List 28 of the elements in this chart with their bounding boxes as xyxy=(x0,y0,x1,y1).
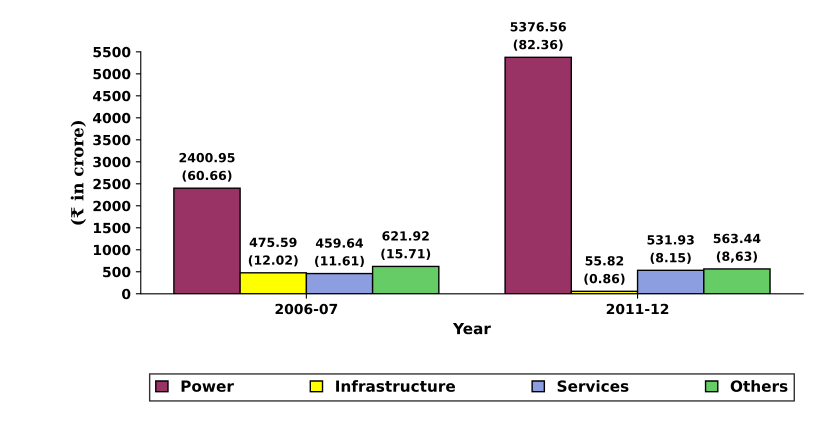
y-tick-label: 2000 xyxy=(93,200,130,212)
y-tick-label: 500 xyxy=(103,266,130,278)
data-label: 55.82 (0.86) xyxy=(584,256,624,285)
data-label: 459.64 (11.61) xyxy=(315,238,364,268)
y-tick-label: 5500 xyxy=(93,46,130,58)
y-tick-label: 5000 xyxy=(93,68,130,80)
data-label: 2400.95 (60.66) xyxy=(180,152,235,182)
y-tick-label: 4500 xyxy=(93,90,130,102)
y-tick-label: 3000 xyxy=(93,156,130,168)
y-tick-label: 3500 xyxy=(93,134,130,146)
data-label: 531.93 (8.15) xyxy=(648,235,694,264)
y-tick-label: 4000 xyxy=(93,112,130,124)
y-tick-label: 1000 xyxy=(94,244,130,256)
legend-label: Infrastructure xyxy=(336,380,455,392)
y-axis-title: (₹ in crore) xyxy=(70,120,86,225)
y-tick-label: 0 xyxy=(122,288,130,300)
legend-label: Power xyxy=(182,380,234,392)
x-axis-title: Year xyxy=(452,322,491,334)
data-label: 621.92 (15.71) xyxy=(381,231,430,260)
legend-label: Others xyxy=(730,380,788,392)
data-label: 5376.56 (82.36) xyxy=(510,22,566,51)
data-label: 563.44 (8,63) xyxy=(714,234,760,263)
y-tick-label: 1500 xyxy=(94,222,130,234)
y-tick-label: 2500 xyxy=(93,178,130,190)
x-tick-label: 2006-07 xyxy=(276,304,338,314)
legend-label: Services xyxy=(558,380,628,392)
x-tick-label: 2011-12 xyxy=(606,304,668,314)
data-label: 475.59 (12.02) xyxy=(248,238,298,266)
